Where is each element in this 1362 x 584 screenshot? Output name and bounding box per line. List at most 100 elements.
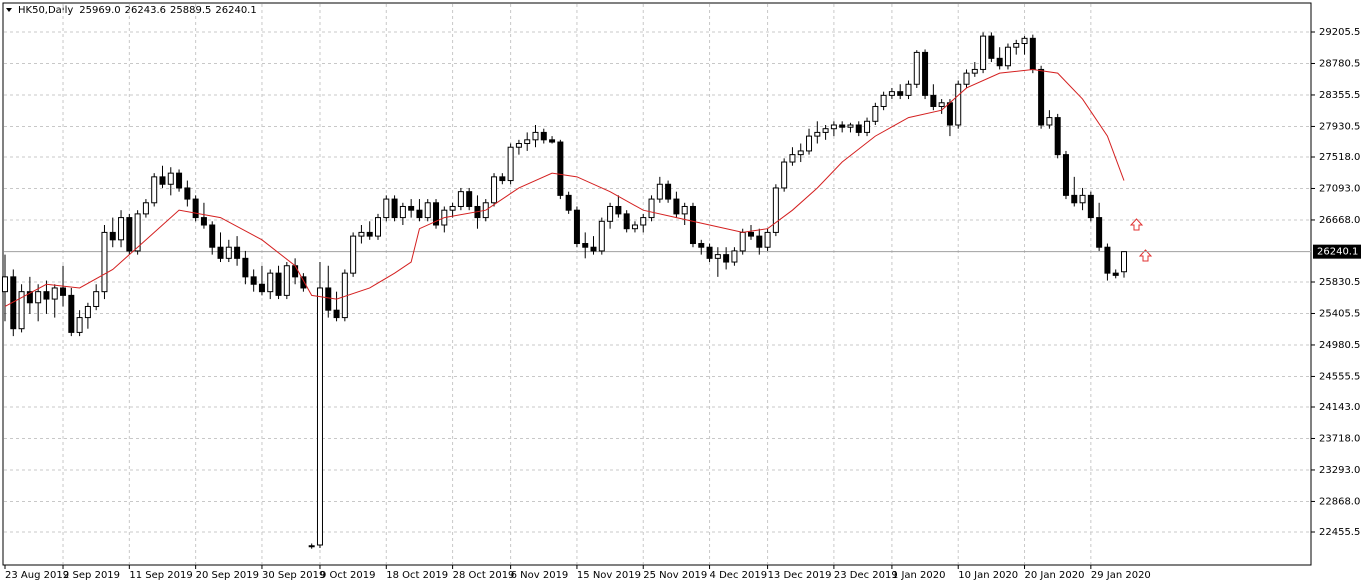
candle-body — [10, 276, 17, 330]
candle-body — [84, 305, 91, 319]
candle-body — [491, 176, 498, 204]
candle-body — [640, 217, 647, 226]
x-tick-label: 1 Jan 2020 — [892, 570, 946, 581]
moving-average — [4, 68, 1125, 307]
candle-body — [648, 198, 655, 219]
candle-body — [109, 231, 116, 241]
candle-body — [250, 276, 257, 285]
candle-body — [242, 257, 249, 278]
candle-body — [656, 183, 663, 200]
y-tick-label: 27518.0 — [1319, 152, 1360, 163]
candle-body — [167, 172, 174, 185]
candle-body — [399, 205, 406, 219]
candle-body — [814, 131, 821, 137]
header-ohlc: 26240.1 — [215, 5, 256, 16]
candle-body — [855, 124, 862, 133]
candle-body — [888, 91, 895, 96]
x-tick-label: 18 Oct 2019 — [386, 570, 448, 581]
candle-body — [996, 57, 1003, 67]
candle-body — [76, 317, 83, 333]
x-tick-label: 15 Nov 2019 — [577, 570, 641, 581]
candle-body — [847, 124, 854, 128]
candle-body — [267, 272, 274, 293]
candle-body — [366, 231, 373, 237]
candle-body — [217, 246, 224, 259]
candle-body — [772, 187, 779, 233]
candle-body — [18, 291, 25, 330]
candle-body — [880, 94, 887, 107]
candle-body — [200, 217, 207, 226]
candle-body — [963, 72, 970, 85]
candle-body — [946, 102, 953, 126]
candle-body — [375, 217, 381, 237]
candle-body — [930, 94, 937, 107]
candle-body — [515, 143, 522, 148]
candle-body — [1096, 217, 1103, 248]
candle-body — [1046, 117, 1053, 126]
candle-body — [1104, 246, 1111, 274]
candle-body — [209, 224, 216, 248]
up-arrow-icon — [1138, 249, 1153, 262]
candle-body — [565, 194, 572, 211]
candle-body — [449, 205, 456, 211]
candle-body — [1054, 117, 1061, 156]
y-tick-label: 25830.5 — [1319, 277, 1360, 288]
candle-body — [300, 276, 307, 289]
candle-body — [573, 209, 580, 245]
candle-body — [118, 217, 125, 241]
x-tick-label: 9 Oct 2019 — [320, 570, 375, 581]
candle-body — [897, 91, 904, 96]
candle-body — [673, 198, 680, 215]
y-tick-label: 27930.5 — [1319, 121, 1360, 132]
x-tick-label: 25 Nov 2019 — [643, 570, 707, 581]
candle-body — [1038, 68, 1045, 126]
x-tick-label: 13 Dec 2019 — [768, 570, 832, 581]
candle-body — [308, 545, 315, 548]
x-tick-label: 23 Aug 2019 — [5, 570, 69, 581]
candle-body — [35, 291, 42, 304]
candle-body — [665, 183, 672, 200]
candle-body — [839, 124, 846, 128]
y-tick-label: 25405.5 — [1319, 308, 1360, 319]
candle-body — [714, 254, 721, 259]
candle-body — [316, 287, 323, 546]
y-tick-label: 28355.5 — [1319, 90, 1360, 101]
candle-body — [822, 128, 829, 133]
candle-body — [383, 198, 390, 219]
candle-body — [126, 217, 133, 252]
up-arrow-icon — [1129, 218, 1144, 231]
candle-body — [234, 246, 241, 259]
y-tick-label: 23718.0 — [1319, 433, 1360, 444]
candle-body — [806, 135, 813, 152]
candle-body — [913, 51, 920, 85]
candle-body — [922, 51, 929, 96]
header-ohlc: 25889.5 — [170, 5, 211, 16]
candle-body — [416, 209, 423, 219]
candle-body — [1087, 194, 1094, 219]
candle-body — [275, 272, 282, 296]
candle-body — [333, 309, 340, 319]
candle-body — [1013, 43, 1020, 48]
candle-body — [408, 205, 415, 211]
candle-body — [507, 146, 514, 182]
candle-body — [623, 213, 630, 230]
candle-body — [134, 213, 141, 252]
x-tick-label: 4 Dec 2019 — [710, 570, 768, 581]
candle-body — [598, 220, 605, 252]
candle-body — [781, 161, 788, 189]
candle-body — [830, 124, 837, 130]
candle-body — [731, 250, 738, 263]
candle-body — [1062, 154, 1069, 196]
candle-body — [938, 102, 945, 107]
y-tick-label: 28780.5 — [1319, 58, 1360, 69]
x-tick-label: 10 Jan 2020 — [958, 570, 1018, 581]
candle-body — [607, 205, 614, 222]
candle-body — [748, 231, 754, 237]
candle-body — [955, 83, 962, 126]
candle-body — [292, 265, 299, 278]
candle-body — [864, 120, 871, 133]
candle-body — [1029, 37, 1036, 70]
candle-body — [51, 287, 58, 300]
candle-body — [225, 246, 232, 259]
